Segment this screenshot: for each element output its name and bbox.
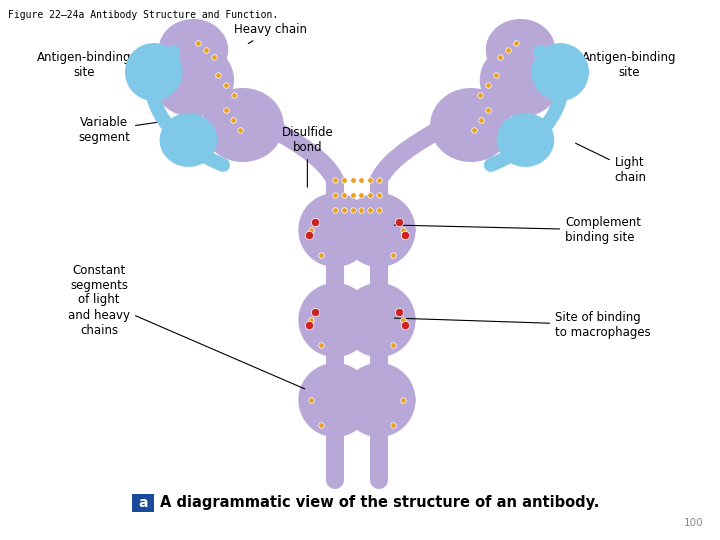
- Text: Disulfide
bond: Disulfide bond: [282, 126, 333, 187]
- Text: Complement
binding site: Complement binding site: [395, 216, 641, 244]
- Polygon shape: [161, 52, 225, 108]
- Text: Figure 22–24a Antibody Structure and Function.: Figure 22–24a Antibody Structure and Fun…: [8, 10, 278, 20]
- FancyBboxPatch shape: [132, 494, 153, 512]
- Text: Light
chain: Light chain: [575, 143, 647, 184]
- Polygon shape: [351, 292, 407, 348]
- Text: a: a: [138, 496, 148, 510]
- Text: Heavy chain: Heavy chain: [234, 24, 307, 44]
- Text: A diagrammatic view of the structure of an antibody.: A diagrammatic view of the structure of …: [160, 496, 599, 510]
- Polygon shape: [307, 372, 363, 428]
- Polygon shape: [168, 28, 219, 72]
- Polygon shape: [439, 97, 503, 153]
- Polygon shape: [166, 120, 210, 160]
- Polygon shape: [307, 202, 363, 258]
- Text: Constant
segments
of light
and heavy
chains: Constant segments of light and heavy cha…: [68, 264, 305, 389]
- Text: Site of binding
to macrophages: Site of binding to macrophages: [395, 311, 651, 339]
- Polygon shape: [504, 120, 547, 160]
- Polygon shape: [351, 202, 407, 258]
- Polygon shape: [495, 28, 546, 72]
- Polygon shape: [307, 292, 363, 348]
- Text: 100: 100: [684, 518, 704, 528]
- Polygon shape: [211, 97, 274, 153]
- Polygon shape: [489, 52, 552, 108]
- Text: Antigen-binding
site: Antigen-binding site: [37, 51, 158, 79]
- Polygon shape: [132, 50, 176, 94]
- Text: Antigen-binding
site: Antigen-binding site: [556, 51, 677, 79]
- Polygon shape: [351, 372, 407, 428]
- Text: Variable
segment: Variable segment: [78, 116, 171, 144]
- Polygon shape: [539, 50, 582, 94]
